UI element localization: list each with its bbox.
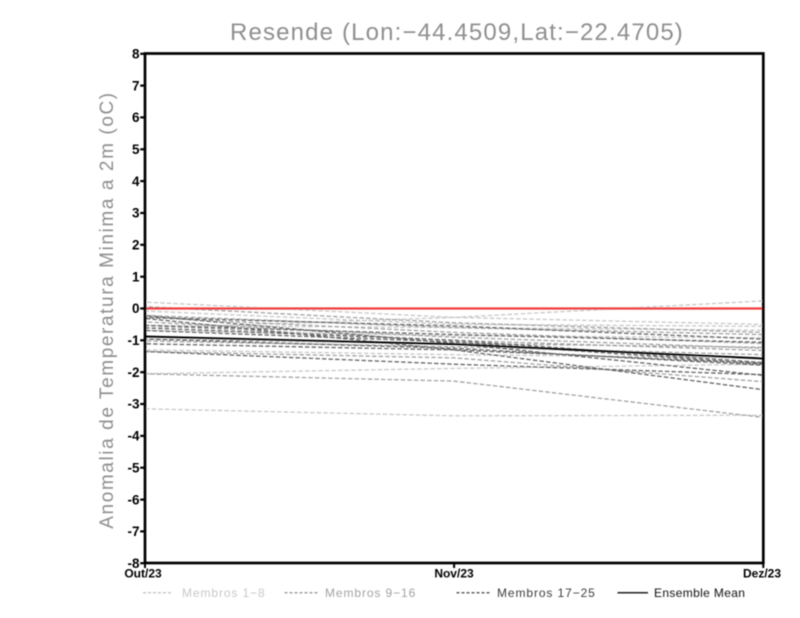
svg-text:Membros 9−16: Membros 9−16	[325, 586, 416, 600]
svg-text:4: 4	[132, 174, 140, 189]
svg-text:-5: -5	[127, 460, 139, 475]
svg-text:Membros 1−8: Membros 1−8	[182, 586, 266, 600]
svg-text:-8: -8	[127, 556, 139, 571]
svg-text:Out/23: Out/23	[124, 567, 162, 581]
svg-text:Ensemble Mean: Ensemble Mean	[654, 586, 745, 600]
svg-text:-1: -1	[127, 333, 139, 348]
svg-text:-4: -4	[127, 429, 139, 444]
svg-text:5: 5	[132, 142, 140, 157]
svg-text:Dez/23: Dez/23	[743, 567, 781, 581]
svg-text:0: 0	[132, 301, 140, 316]
svg-text:-7: -7	[127, 524, 139, 539]
svg-text:3: 3	[132, 206, 140, 221]
svg-text:-6: -6	[127, 492, 139, 507]
svg-text:Membros 17−25: Membros 17−25	[497, 586, 596, 600]
svg-text:Resende (Lon:−44.4509,Lat:−22.: Resende (Lon:−44.4509,Lat:−22.4705)	[230, 19, 684, 46]
svg-text:6: 6	[132, 110, 140, 125]
svg-text:8: 8	[132, 47, 140, 62]
svg-text:-2: -2	[127, 365, 139, 380]
svg-text:2: 2	[132, 238, 140, 253]
svg-text:7: 7	[132, 78, 140, 93]
svg-text:Anomalia de Temperatura Minima: Anomalia de Temperatura Minima a 2m (oC)	[97, 91, 118, 528]
svg-text:-3: -3	[127, 397, 139, 412]
svg-text:1: 1	[132, 269, 140, 284]
svg-text:Nov/23: Nov/23	[434, 567, 474, 581]
